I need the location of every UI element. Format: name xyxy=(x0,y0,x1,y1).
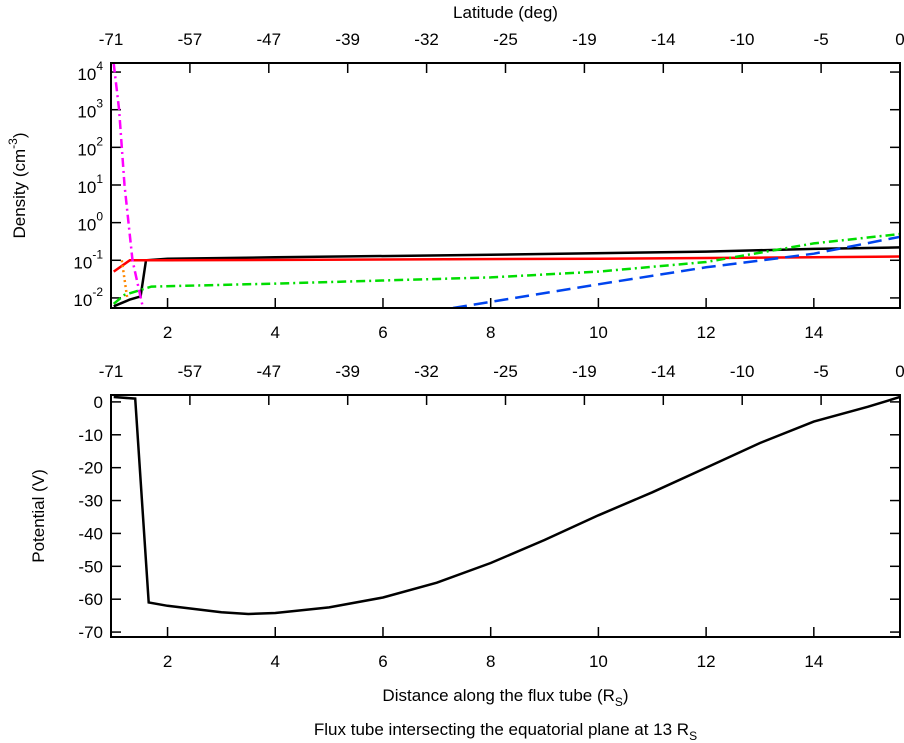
y-axis-title: Potential (V) xyxy=(29,469,48,563)
x-tick-label: 14 xyxy=(804,323,823,342)
y-tick-label: 101 xyxy=(77,172,103,197)
y-tick-label: 10-1 xyxy=(73,247,103,272)
caption: Flux tube intersecting the equatorial pl… xyxy=(314,720,697,743)
y-tick-label: 10-2 xyxy=(73,285,103,310)
y-tick-label: 103 xyxy=(77,97,103,122)
y-tick-label: -50 xyxy=(78,557,103,576)
x-tick-label: 12 xyxy=(697,323,716,342)
x-axis-title: Distance along the flux tube (RS) xyxy=(382,686,628,709)
series-line xyxy=(113,246,900,308)
x-tick-label: 6 xyxy=(378,652,387,671)
series-line xyxy=(113,395,900,616)
x-axis-title-sub: S xyxy=(615,695,623,709)
y-tick-exp: 4 xyxy=(96,59,103,73)
x2-tick-label: -25 xyxy=(493,30,518,49)
y-axis-title-text: Potential (V) xyxy=(29,469,48,563)
y-tick-exp: 1 xyxy=(96,172,103,186)
x-tick-label: 4 xyxy=(271,323,280,342)
x2-tick-label: -14 xyxy=(651,362,676,381)
x2-tick-label: -57 xyxy=(178,362,203,381)
plot-frame xyxy=(110,62,901,309)
x-tick-label: 14 xyxy=(804,652,823,671)
x2-tick-label: 0 xyxy=(895,362,904,381)
series-line xyxy=(452,235,900,308)
y-tick-base: 10 xyxy=(77,140,96,159)
plot-area xyxy=(112,63,900,308)
x-tick-label: 8 xyxy=(486,323,495,342)
y-tick-label: 102 xyxy=(77,134,103,159)
x2-tick-label: -47 xyxy=(257,30,282,49)
x2-tick-label: -71 xyxy=(99,362,124,381)
x2-tick-label: -10 xyxy=(730,30,755,49)
y-tick-exp: -1 xyxy=(92,247,103,261)
series-line xyxy=(120,260,129,299)
y-tick-base: 10 xyxy=(77,216,96,235)
x2-tick-label: -19 xyxy=(572,362,597,381)
y-tick-base: 10 xyxy=(73,291,92,310)
x-axis-title-text: Distance along the flux tube (R xyxy=(382,686,614,705)
y-axis-title: Density (cm-3) xyxy=(6,132,29,238)
y-tick-label: 104 xyxy=(77,59,103,84)
y-tick-label: -40 xyxy=(78,524,103,543)
x-tick-label: 10 xyxy=(589,323,608,342)
x2-tick-label: -5 xyxy=(814,30,829,49)
x2-tick-label: -47 xyxy=(257,362,282,381)
x2-tick-label: -32 xyxy=(414,30,439,49)
x2-tick-label: -71 xyxy=(99,30,124,49)
y-tick-label: -10 xyxy=(78,426,103,445)
plot-area xyxy=(113,395,900,616)
caption-sub: S xyxy=(689,729,697,743)
plot-frame xyxy=(110,394,901,638)
x2-tick-label: -39 xyxy=(335,30,360,49)
x-tick-label: 8 xyxy=(486,652,495,671)
x-tick-label: 12 xyxy=(697,652,716,671)
x-tick-label: 6 xyxy=(378,323,387,342)
x2-tick-label: -14 xyxy=(651,30,676,49)
y-tick-exp: 0 xyxy=(96,210,103,224)
y-tick-label: -70 xyxy=(78,623,103,642)
y-tick-base: 10 xyxy=(77,103,96,122)
x2-tick-label: -19 xyxy=(572,30,597,49)
y-tick-exp: 3 xyxy=(96,97,103,111)
x-tick-label: 2 xyxy=(163,652,172,671)
x-axis-title-tail: ) xyxy=(623,686,629,705)
x2-tick-label: -39 xyxy=(335,362,360,381)
y-tick-base: 10 xyxy=(77,65,96,84)
x-tick-label: 4 xyxy=(271,652,280,671)
x-tick-label: 2 xyxy=(163,323,172,342)
y-axis-title-text: Density (cm xyxy=(10,149,29,239)
series-line xyxy=(112,63,145,308)
series-line xyxy=(112,232,900,305)
y-axis-title-sup: -3 xyxy=(6,138,20,149)
y-axis-title-tail: ) xyxy=(10,132,29,138)
caption-text: Flux tube intersecting the equatorial pl… xyxy=(314,720,689,739)
y-tick-label: -20 xyxy=(78,459,103,478)
x2-tick-label: -10 xyxy=(730,362,755,381)
x2-tick-label: -32 xyxy=(414,362,439,381)
series-line xyxy=(112,255,900,273)
x2-tick-label: -57 xyxy=(178,30,203,49)
x-tick-label: 10 xyxy=(589,652,608,671)
y-tick-label: -60 xyxy=(78,590,103,609)
y-tick-exp: 2 xyxy=(96,134,103,148)
y-tick-base: 10 xyxy=(77,178,96,197)
y-tick-label: 100 xyxy=(77,210,103,235)
x2-tick-label: 0 xyxy=(895,30,904,49)
y-tick-exp: -2 xyxy=(92,285,103,299)
x2-axis-title: Latitude (deg) xyxy=(453,3,558,22)
y-tick-label: 0 xyxy=(94,393,103,412)
y-tick-label: -30 xyxy=(78,492,103,511)
x2-tick-label: -25 xyxy=(493,362,518,381)
x2-tick-label: -5 xyxy=(814,362,829,381)
y-tick-base: 10 xyxy=(73,253,92,272)
